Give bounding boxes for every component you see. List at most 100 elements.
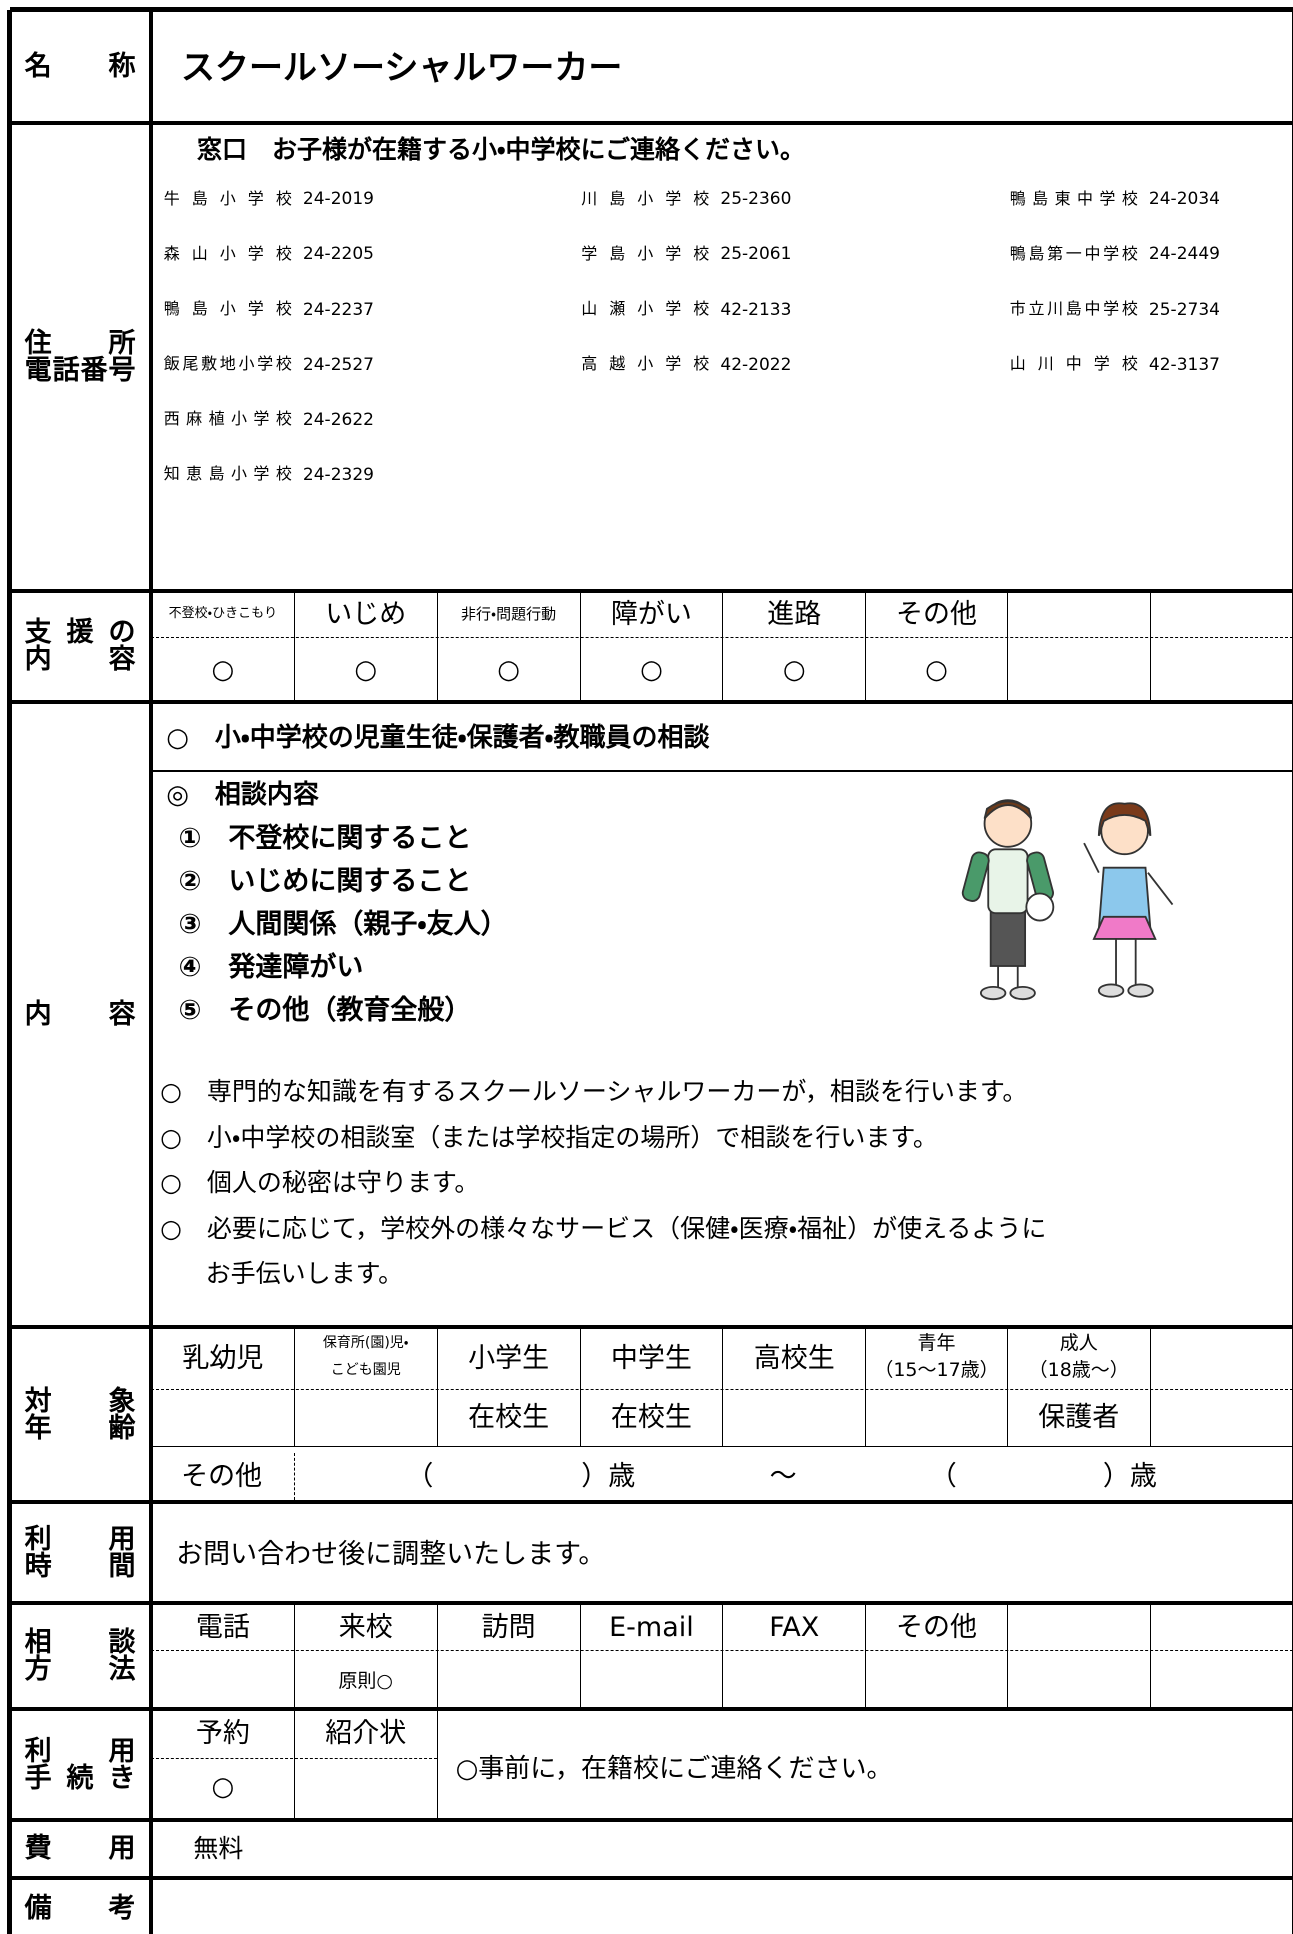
rule — [9, 1818, 1293, 1823]
school-phone: 24-2329 — [302, 464, 374, 485]
age-range: ）歳 — [581, 1460, 636, 1492]
row-label: 方 法 — [24, 1654, 136, 1686]
method-type: その他 — [895, 1612, 977, 1644]
content-heading: ○ 小・中学校の児童生徒・保護者・教職員の相談 — [166, 722, 710, 753]
rule — [865, 1327, 867, 1447]
note-line: ○ 個人の秘密は守ります。 — [160, 1168, 480, 1198]
method-type: 電話 — [195, 1612, 250, 1644]
row-label: 支援の — [24, 617, 136, 649]
hours-text: お問い合わせ後に調整いたします。 — [176, 1538, 606, 1570]
support-type: その他 — [895, 598, 977, 630]
school-name: 飯尾敷地小学校 — [163, 354, 292, 374]
school-name: 高越小学校 — [581, 354, 710, 374]
consult-item: ① 不登校に関すること — [178, 823, 472, 855]
rule — [9, 121, 1293, 126]
method-type: FAX — [769, 1612, 820, 1644]
target-header: 青年 — [917, 1332, 956, 1355]
procedure-type: 予約 — [195, 1718, 250, 1750]
school-phone: 24-2034 — [1148, 189, 1220, 210]
support-mark: ○ — [925, 655, 948, 686]
illustration — [961, 799, 1174, 1001]
row-label: 時 間 — [24, 1550, 136, 1582]
rule — [9, 7, 1293, 13]
school-phone: 25-2734 — [1148, 299, 1220, 320]
school-name: 学島小学校 — [581, 244, 710, 264]
age-range: その他 — [181, 1460, 263, 1492]
school-phone: 24-2527 — [302, 354, 374, 375]
row-label: 内 容 — [24, 999, 136, 1031]
rule — [436, 1709, 438, 1821]
school-name: 鴨島小学校 — [163, 299, 292, 319]
rule — [1149, 1603, 1151, 1710]
row-label: 名 称 — [24, 50, 136, 82]
row-label: 利 用 — [24, 1523, 136, 1555]
school-phone: 25-2061 — [720, 244, 792, 265]
note-line: ○ 必要に応じて，学校外の様々なサービス（保健・医療・福祉）が使えるように — [160, 1213, 1047, 1243]
school-phone: 42-2133 — [720, 299, 792, 320]
row-label: 内 容 — [24, 644, 136, 676]
support-mark: ○ — [497, 655, 520, 686]
target-header: （15～17歳） — [874, 1359, 999, 1382]
rule — [1149, 591, 1151, 702]
school-phone: 42-2022 — [720, 354, 792, 375]
school-name: 鴨島東中学校 — [1009, 189, 1138, 209]
rule — [293, 1453, 295, 1500]
school-name: 牛島小学校 — [163, 189, 292, 209]
rule — [9, 589, 1293, 594]
school-phone: 25-2360 — [720, 189, 792, 210]
support-mark: ○ — [211, 655, 235, 686]
rule — [293, 1327, 295, 1447]
support-mark: ○ — [640, 655, 663, 686]
cost-text: 無料 — [193, 1834, 244, 1864]
rule — [151, 1388, 1293, 1390]
consult-item: ③ 人間関係（親子・友人） — [178, 909, 508, 941]
row-label: 電話番号 — [24, 355, 136, 387]
rule — [1006, 1603, 1008, 1710]
note-line: ○ 小・中学校の相談室（または学校指定の場所）で相談を行います。 — [160, 1122, 938, 1152]
school-name: 山川中学校 — [1009, 354, 1138, 374]
method-type: 訪問 — [481, 1612, 536, 1644]
support-mark: ○ — [354, 655, 378, 686]
rule — [151, 637, 1293, 639]
consult-item: ⑤ その他（教育全般） — [178, 995, 472, 1027]
school-name: 市立川島中学校 — [1009, 299, 1138, 319]
school-phone: 24-2449 — [1148, 244, 1220, 265]
row-label: 相 談 — [24, 1627, 136, 1659]
method-mark: 原則○ — [338, 1669, 394, 1692]
school-phone: 42-3137 — [1148, 354, 1220, 375]
target-header: 中学生 — [610, 1342, 692, 1374]
school-name: 森山小学校 — [163, 244, 292, 264]
target-header: （18歳～） — [1028, 1359, 1129, 1382]
target-header: 高校生 — [753, 1342, 835, 1374]
support-type: 障がい — [610, 598, 692, 630]
rule — [9, 1325, 1293, 1330]
rule — [149, 9, 154, 1934]
row-label: 利 用 — [24, 1735, 136, 1767]
age-range: （ — [406, 1460, 434, 1492]
address-heading: 窓口 お子様が在籍する小・中学校にご連絡ください。 — [197, 134, 806, 164]
age-range: ～ — [769, 1460, 797, 1492]
rule — [293, 1709, 295, 1821]
rule — [1291, 9, 1293, 1934]
note-line: ○ 専門的な知識を有するスクールソーシャルワーカーが，相談を行います。 — [160, 1077, 1028, 1107]
row-label: 年 齢 — [24, 1412, 136, 1444]
title: スクールソーシャルワーカー — [181, 47, 623, 88]
target-header: 小学生 — [468, 1342, 550, 1374]
rule — [293, 1603, 295, 1710]
target-header: 保育所(園)児・ — [322, 1335, 409, 1352]
rule — [436, 591, 438, 702]
method-type: 来校 — [338, 1612, 393, 1644]
rule — [151, 1446, 1293, 1448]
rule — [9, 1875, 1293, 1880]
rule — [151, 1649, 1293, 1651]
row-label: 備 考 — [24, 1893, 136, 1925]
rule — [722, 591, 724, 702]
rule — [9, 699, 1293, 704]
rule — [7, 9, 13, 1934]
rule — [579, 591, 581, 702]
school-phone: 24-2622 — [302, 409, 374, 430]
rule — [722, 1327, 724, 1447]
rule — [1006, 591, 1008, 702]
school-phone: 24-2205 — [302, 244, 374, 265]
